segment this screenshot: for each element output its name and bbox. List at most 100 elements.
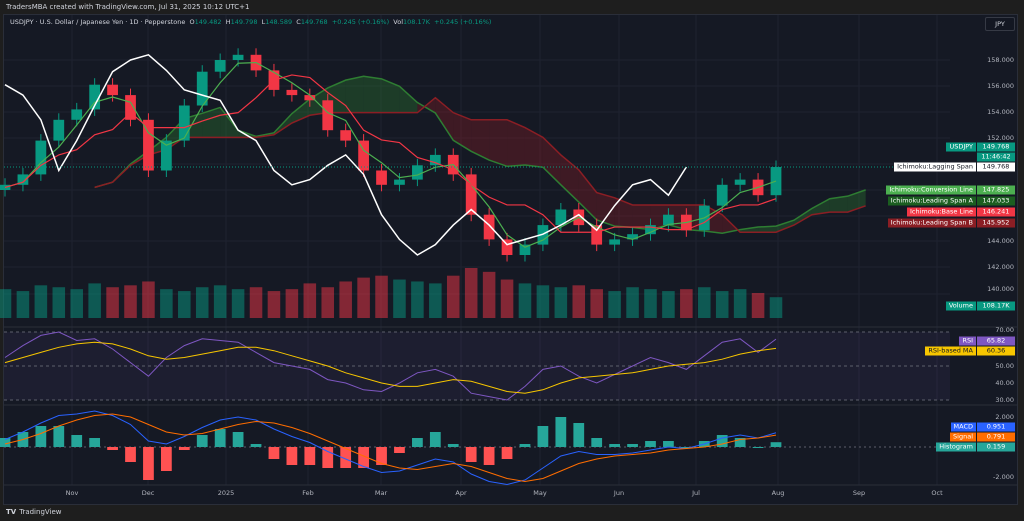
histogram-bar xyxy=(394,447,405,453)
candle xyxy=(645,225,656,235)
base-line xyxy=(4,74,777,233)
price-axis-label: 152.000 xyxy=(987,134,1014,142)
candle xyxy=(322,100,334,131)
histogram-bar xyxy=(232,432,244,447)
candle xyxy=(358,140,369,171)
signal-tag: Signal 0.791 xyxy=(950,432,1015,442)
ichimoku-cloud xyxy=(632,204,651,230)
histogram-bar xyxy=(89,438,101,447)
base-tag: Ichimoku:Base Line 146.241 xyxy=(906,207,1015,217)
candle xyxy=(663,214,674,226)
volume-bar xyxy=(518,283,532,318)
ichimoku-cloud xyxy=(489,119,508,167)
price-axis-label: 154.000 xyxy=(987,108,1014,116)
histogram-bar xyxy=(752,447,764,448)
candle xyxy=(412,165,423,180)
histogram-bar xyxy=(35,426,47,447)
candle xyxy=(125,95,136,120)
time-axis-label: Jun xyxy=(613,489,625,497)
volume-bar xyxy=(464,268,478,318)
histogram-bar xyxy=(537,426,549,447)
histogram-bar xyxy=(680,447,692,448)
open-label: O xyxy=(189,18,195,26)
chart-area[interactable] xyxy=(3,14,1018,505)
low-label: L xyxy=(261,18,266,26)
time-axis-label: Jul xyxy=(692,489,700,497)
ichimoku-cloud xyxy=(381,78,400,113)
time-axis-label: 2025 xyxy=(217,489,235,497)
tag-name: RSI xyxy=(959,336,976,346)
candle xyxy=(89,84,101,110)
volume-bar xyxy=(446,275,460,318)
volume-label: Vol xyxy=(393,18,404,26)
tag-name: Ichimoku:Lagging Span xyxy=(894,162,976,172)
volume-bar xyxy=(482,271,496,318)
time-axis-label: Sep xyxy=(852,489,866,497)
low-value: 148.589 xyxy=(265,18,293,26)
histogram-tag: Histogram 0.159 xyxy=(936,442,1015,452)
ichimoku-cloud xyxy=(614,197,633,228)
volume-change: +0.245 (+0.16%) xyxy=(434,18,492,26)
tag-name: RSI-based MA xyxy=(925,346,976,356)
ichimoku-cloud xyxy=(453,112,472,152)
histogram-bar xyxy=(429,432,441,447)
symbol-title[interactable]: USDJPY · U.S. Dollar / Japanese Yen · 1D… xyxy=(10,18,186,26)
candle xyxy=(35,140,47,175)
price-axis-label: 142.000 xyxy=(987,263,1014,271)
countdown-value: 11:46:42 xyxy=(977,152,1015,162)
tag-name: Ichimoku:Conversion Line xyxy=(886,185,976,195)
volume-bar xyxy=(231,289,245,318)
candle xyxy=(196,71,208,106)
ichimoku-cloud xyxy=(811,198,830,215)
time-axis-label: Feb xyxy=(302,489,314,497)
candle xyxy=(214,60,226,72)
candle xyxy=(340,130,352,141)
ichimoku-cloud xyxy=(793,208,812,226)
histogram-bar xyxy=(250,444,262,447)
tag-name: USDJPY xyxy=(946,142,976,152)
histogram-bar xyxy=(340,447,352,468)
ichimoku-cloud xyxy=(507,119,525,167)
histogram-bar xyxy=(358,447,369,468)
volume-value: 108.17K xyxy=(403,18,431,26)
rsi-ma-tag: RSI-based MA 60.36 xyxy=(925,346,1015,356)
tag-value: 0.951 xyxy=(977,422,1015,432)
lagging-tag: Ichimoku:Lagging Span 149.768 xyxy=(894,162,1015,172)
rsi-axis-label: 70.00 xyxy=(995,326,1014,334)
ichimoku-cloud xyxy=(345,76,364,113)
histogram-bar xyxy=(0,438,11,447)
symbol-legend: USDJPY · U.S. Dollar / Japanese Yen · 1D… xyxy=(10,18,491,26)
high-value: 149.798 xyxy=(230,18,258,26)
volume-bar xyxy=(572,285,586,318)
volume-bar xyxy=(411,281,424,318)
volume-bar xyxy=(124,285,137,318)
tradingview-logo[interactable]: TV TradingView xyxy=(6,508,62,516)
histogram-bar xyxy=(555,417,567,447)
tag-name: Volume xyxy=(945,301,976,311)
currency-button[interactable]: JPY xyxy=(985,17,1015,31)
rsi-line xyxy=(4,331,777,401)
volume-bar xyxy=(0,289,12,318)
tag-name: Ichimoku:Leading Span A xyxy=(887,196,976,206)
volume-bar xyxy=(213,285,227,318)
histogram-bar xyxy=(627,444,638,447)
candle xyxy=(429,154,441,166)
close-label: C xyxy=(296,18,301,26)
tag-value: 65.82 xyxy=(977,336,1015,346)
symbol-tag: USDJPY 149.768 xyxy=(946,142,1015,152)
volume-bar xyxy=(680,289,693,318)
volume-tag: Volume 108.17K xyxy=(945,301,1015,311)
histogram-bar xyxy=(286,447,298,465)
volume-bar xyxy=(500,279,514,318)
volume-bar xyxy=(375,275,388,318)
macd-axis-label: -2.000 xyxy=(993,473,1014,481)
change-value: +0.245 (+0.16%) xyxy=(331,18,390,26)
rsi-ma-line xyxy=(4,341,777,394)
tag-name: Histogram xyxy=(936,442,976,452)
tag-name: Ichimoku:Leading Span B xyxy=(887,218,976,228)
conversion-tag: Ichimoku:Conversion Line 147.825 xyxy=(886,185,1015,195)
volume-bar xyxy=(698,287,711,318)
ichimoku-cloud xyxy=(578,169,597,220)
candle xyxy=(107,84,118,96)
